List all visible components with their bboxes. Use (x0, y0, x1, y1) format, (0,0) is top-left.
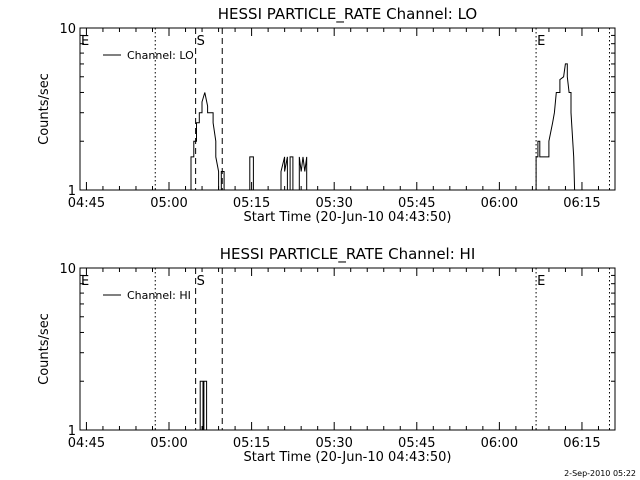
panel2-y-axis-label: Counts/sec (37, 313, 52, 385)
panel2-x-tick-label: 05:45 (398, 436, 435, 451)
panel1-title: HESSI PARTICLE_RATE Channel: LO (218, 5, 477, 24)
panel2-x-tick-label: 05:15 (233, 436, 270, 451)
panel2-y-tick-label: 10 (59, 262, 76, 277)
panel1-y-tick-label: 1 (68, 184, 76, 199)
panel2-title: HESSI PARTICLE_RATE Channel: HI (220, 245, 476, 264)
panel1-marker-label: E (81, 34, 89, 49)
panel1-x-tick-label: 05:00 (150, 196, 187, 211)
panel1-y-axis-label: Counts/sec (37, 73, 52, 145)
panel2-legend-label: Channel: HI (127, 289, 191, 302)
panel2-marker-label: E (537, 274, 545, 289)
panel1-y-tick-label: 10 (59, 22, 76, 37)
panel1-legend-label: Channel: LO (127, 49, 194, 62)
panel1-x-tick-label: 06:00 (481, 196, 518, 211)
footer-timestamp: 2-Sep-2010 05:22 (564, 469, 636, 478)
panel2-x-tick-label: 06:00 (481, 436, 518, 451)
panel2-x-tick-label: 05:00 (150, 436, 187, 451)
panel1-x-tick-label: 06:15 (563, 196, 600, 211)
panel2-y-tick-label: 1 (68, 424, 76, 439)
panel1-x-tick-label: 05:30 (315, 196, 352, 211)
panel2-series-line (199, 380, 208, 430)
panel2-x-tick-label: 06:15 (563, 436, 600, 451)
panel1-x-axis-label: Start Time (20-Jun-10 04:43:50) (244, 210, 452, 225)
panel1-series-line (190, 63, 576, 191)
panel1-x-tick-label: 04:45 (68, 196, 105, 211)
panel1-x-tick-label: 05:15 (233, 196, 270, 211)
panel2-x-tick-label: 04:45 (68, 436, 105, 451)
panel2-marker-label: E (81, 274, 89, 289)
panel1-marker-label: S (197, 34, 205, 49)
panel1-x-tick-label: 05:45 (398, 196, 435, 211)
panel2-x-tick-label: 05:30 (315, 436, 352, 451)
panel2-marker-label: S (197, 274, 205, 289)
panel1-marker-label: E (537, 34, 545, 49)
panel2-x-axis-label: Start Time (20-Jun-10 04:43:50) (244, 450, 452, 465)
